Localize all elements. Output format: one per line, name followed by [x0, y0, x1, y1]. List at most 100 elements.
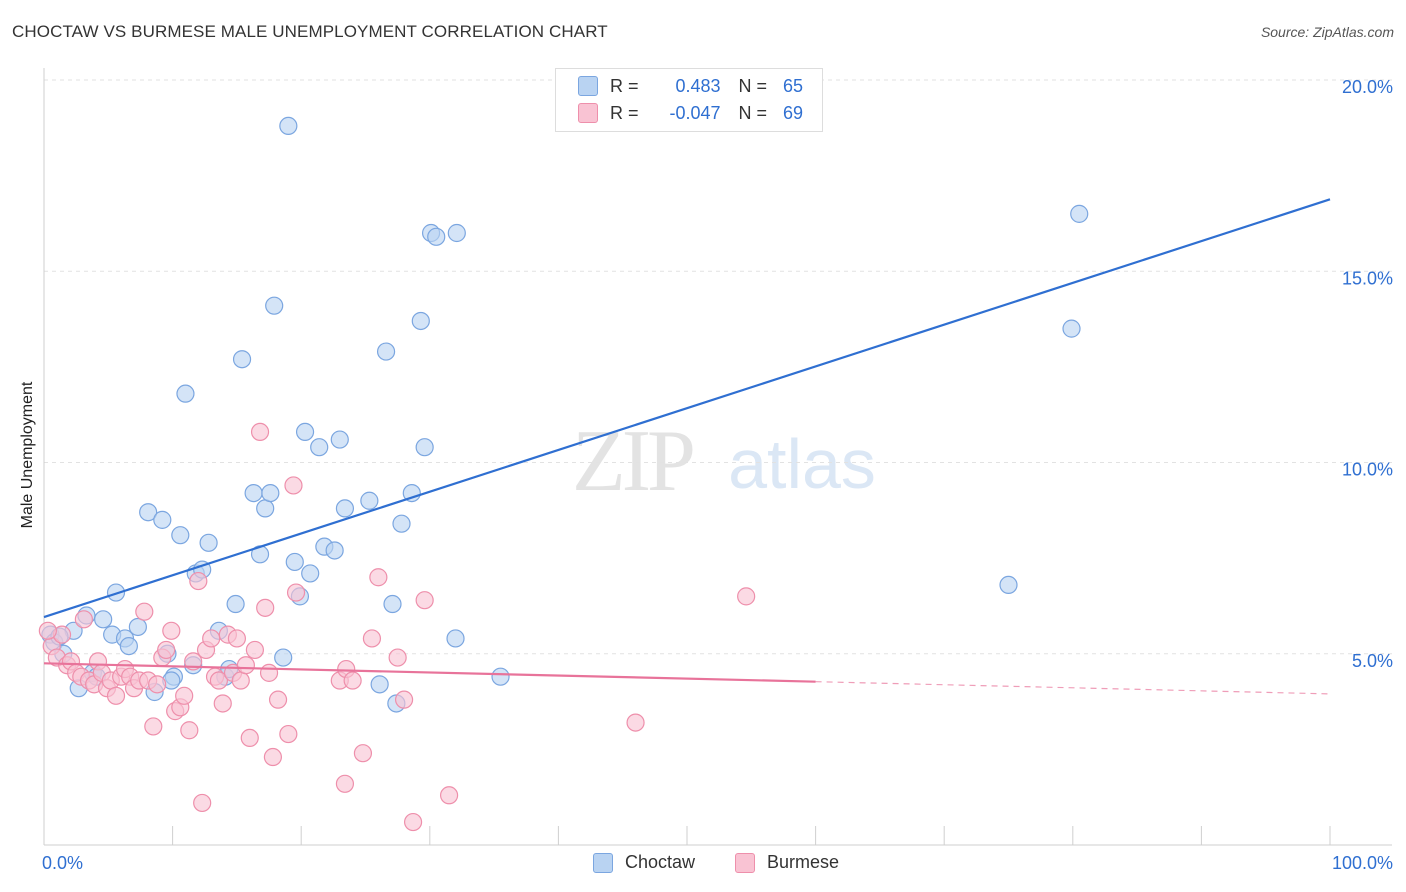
choctaw-point	[153, 510, 172, 529]
y-tick-label: 10.0%	[1342, 460, 1393, 480]
burmese-point	[284, 476, 303, 495]
choctaw-point	[261, 484, 280, 503]
choctaw-point	[392, 514, 411, 533]
burmese-point	[213, 694, 232, 713]
choctaw-point	[199, 533, 218, 552]
choctaw-point	[139, 503, 158, 522]
choctaw-point	[295, 422, 315, 441]
burmese-swatch	[578, 103, 598, 123]
burmese-point	[737, 587, 756, 606]
choctaw-point	[1062, 319, 1081, 338]
burmese-point	[403, 812, 423, 832]
choctaw-point	[325, 541, 344, 560]
burmese-point	[175, 686, 194, 705]
source-credit: Source: ZipAtlas.com	[1260, 24, 1394, 40]
choctaw-trend-line	[43, 198, 1331, 619]
burmese-point	[268, 690, 288, 709]
burmese-point	[209, 671, 228, 690]
choctaw-point	[335, 499, 355, 518]
burmese-point	[353, 744, 373, 763]
burmese-point	[227, 629, 246, 648]
trend-lines	[43, 198, 1331, 695]
burmese-point	[415, 591, 434, 610]
choctaw-point	[256, 499, 275, 518]
burmese-point	[184, 652, 203, 671]
choctaw-point	[330, 430, 349, 449]
n-label: N =	[738, 75, 768, 96]
burmese-point	[362, 629, 382, 648]
burmese-point	[189, 571, 208, 591]
burmese-point	[263, 747, 283, 767]
choctaw-point	[171, 526, 190, 545]
burmese-point	[250, 422, 270, 441]
choctaw-point	[176, 384, 195, 403]
choctaw-point	[376, 342, 396, 361]
burmese-point	[388, 648, 407, 667]
burmese-point	[256, 598, 275, 617]
n-value: 65	[783, 75, 804, 96]
legend-row-burmese: R = -0.047 N = 69	[578, 101, 803, 125]
y-tick-label: 15.0%	[1342, 268, 1393, 288]
burmese-point	[202, 629, 221, 648]
choctaw-point	[427, 227, 446, 246]
r-value: -0.047	[669, 102, 721, 123]
data-points	[38, 116, 1089, 832]
watermark-atlas: atlas	[728, 425, 876, 503]
axes	[43, 68, 1392, 846]
choctaw-point	[285, 552, 304, 572]
burmese-point	[162, 621, 181, 640]
n-value: 69	[783, 102, 804, 123]
choctaw-point	[279, 116, 298, 136]
legend-label-choctaw: Choctaw	[625, 852, 696, 872]
choctaw-point	[415, 438, 434, 457]
burmese-point	[231, 671, 250, 690]
choctaw-point	[244, 484, 263, 503]
burmese-point	[157, 640, 176, 660]
burmese-point	[279, 724, 298, 744]
choctaw-point	[265, 296, 284, 315]
burmese-point	[180, 721, 199, 740]
burmese-trend-line-extension	[815, 681, 1331, 695]
legend-row-choctaw: R = 0.483 N = 65	[578, 74, 803, 98]
choctaw-swatch	[593, 852, 613, 873]
burmese-point	[394, 690, 414, 709]
burmese-point	[286, 583, 306, 602]
x-tick-label-min: 0.0%	[42, 853, 83, 873]
choctaw-point	[411, 311, 430, 331]
x-tick-label-max: 100.0%	[1332, 853, 1393, 873]
choctaw-point	[447, 223, 466, 243]
legend-item-burmese[interactable]: Burmese	[735, 852, 839, 873]
r-label: R =	[610, 102, 639, 123]
burmese-point	[245, 640, 265, 660]
burmese-point	[74, 610, 93, 629]
burmese-point	[236, 656, 256, 675]
burmese-point	[259, 663, 279, 682]
y-tick-label: 5.0%	[1352, 651, 1393, 671]
burmese-point	[335, 774, 355, 793]
choctaw-point	[402, 484, 421, 503]
tick-labels: 5.0% 10.0% 15.0% 20.0% 0.0% 100.0%	[42, 77, 1393, 873]
choctaw-point	[274, 648, 293, 667]
choctaw-point	[301, 564, 320, 583]
burmese-point	[135, 602, 154, 621]
burmese-point	[369, 568, 388, 587]
burmese-swatch	[735, 852, 755, 873]
burmese-point	[106, 686, 126, 705]
burmese-point	[148, 675, 167, 694]
chart-title: CHOCTAW VS BURMESE MALE UNEMPLOYMENT COR…	[12, 22, 608, 41]
choctaw-point	[226, 594, 245, 614]
choctaw-point	[232, 350, 252, 369]
choctaw-point	[128, 617, 147, 637]
burmese-point	[193, 793, 212, 813]
choctaw-point	[383, 594, 402, 614]
correlation-legend: R = 0.483 N = 65 R = -0.047 N = 69	[555, 68, 823, 132]
choctaw-point	[999, 575, 1018, 595]
choctaw-point	[360, 491, 379, 510]
choctaw-point	[446, 629, 465, 648]
r-value: 0.483	[675, 75, 721, 96]
legend-item-choctaw[interactable]: Choctaw	[593, 852, 695, 873]
choctaw-swatch	[578, 76, 598, 96]
watermark: ZIP atlas	[572, 413, 876, 510]
burmese-point	[439, 786, 459, 805]
